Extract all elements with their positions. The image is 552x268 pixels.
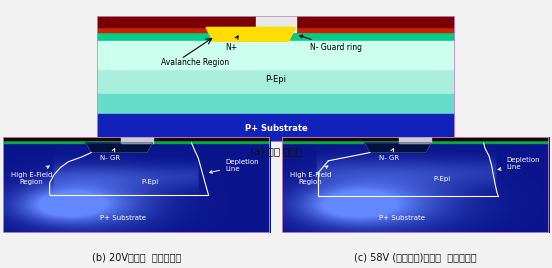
Text: (a) 도핑 분포도: (a) 도핑 분포도 xyxy=(250,146,302,156)
Bar xyxy=(399,137,432,143)
Text: High E-Field
Region: High E-Field Region xyxy=(290,166,331,185)
Bar xyxy=(97,41,455,69)
Polygon shape xyxy=(86,143,153,152)
Bar xyxy=(97,16,455,27)
Bar xyxy=(3,139,270,143)
Text: High E-Field
Region: High E-Field Region xyxy=(11,166,52,185)
Text: P+ Substrate: P+ Substrate xyxy=(379,215,425,221)
Bar xyxy=(256,16,296,32)
Polygon shape xyxy=(364,143,432,152)
Text: P-Epi: P-Epi xyxy=(433,176,451,182)
Polygon shape xyxy=(206,27,296,41)
Text: Avalanche Region: Avalanche Region xyxy=(161,58,229,66)
Text: (c) 58V (항복전압)에서의  전계분포도: (c) 58V (항복전압)에서의 전계분포도 xyxy=(354,252,477,262)
Bar xyxy=(3,137,270,140)
Text: P-Epi: P-Epi xyxy=(266,75,286,84)
Text: P-Epi: P-Epi xyxy=(141,179,158,185)
Text: Depletion
Line: Depletion Line xyxy=(498,157,540,170)
Text: N+: N+ xyxy=(225,36,238,52)
Text: Depletion
Line: Depletion Line xyxy=(209,159,258,173)
Bar xyxy=(282,137,549,140)
Text: N- Guard ring: N- Guard ring xyxy=(300,35,362,52)
Text: N- GR: N- GR xyxy=(379,149,399,161)
Bar xyxy=(97,46,455,94)
Bar xyxy=(120,137,153,143)
Text: P+ Substrate: P+ Substrate xyxy=(245,124,307,133)
Text: (b) 20V에서의  전계분포도: (b) 20V에서의 전계분포도 xyxy=(92,252,182,262)
Bar xyxy=(97,94,455,114)
Bar xyxy=(97,114,455,142)
Text: P+ Substrate: P+ Substrate xyxy=(100,215,146,221)
Bar xyxy=(282,139,549,143)
Text: N- GR: N- GR xyxy=(100,149,120,161)
Bar xyxy=(97,27,455,32)
